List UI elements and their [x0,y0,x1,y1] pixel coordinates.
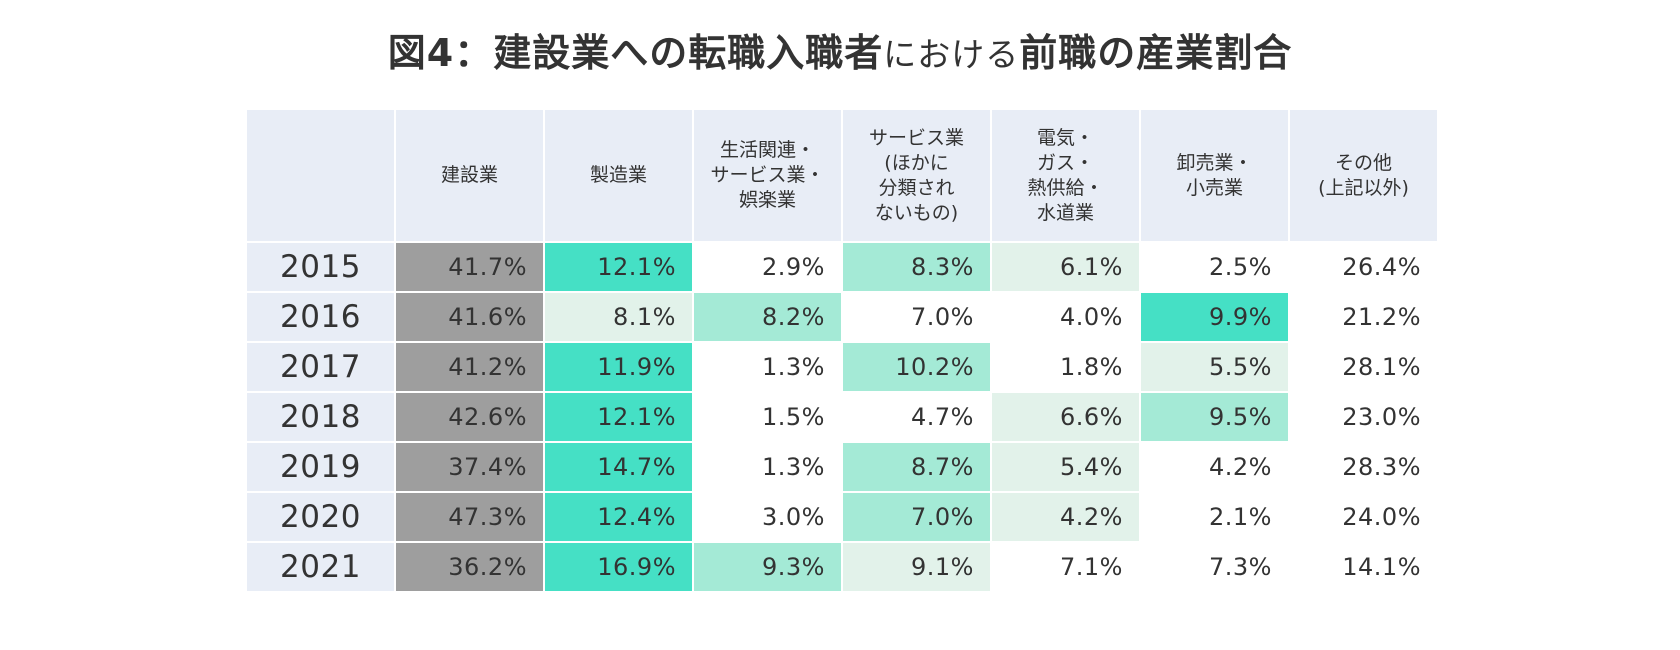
table-cell: 37.4% [394,441,545,493]
table-cell: 28.3% [1288,441,1439,493]
table-cell: 7.0% [841,291,992,343]
table-row: 2021 36.2% 16.9% 9.3% 9.1% 7.1% 7.3% 14.1% [245,541,1439,593]
table-cell: 6.1% [990,241,1141,293]
column-header: サービス業 (ほかに 分類され ないもの) [841,108,992,243]
column-header: 生活関連・ サービス業・ 娯楽業 [692,108,843,243]
table-row: 2015 41.7% 12.1% 2.9% 8.3% 6.1% 2.5% 26.4% [245,241,1439,293]
table-cell: 28.1% [1288,341,1439,393]
table-row: 2017 41.2% 11.9% 1.3% 10.2% 1.8% 5.5% 28.1% [245,341,1439,393]
table-cell: 1.5% [692,391,843,443]
table-cell: 4.2% [1139,441,1290,493]
table-cell: 7.1% [990,541,1141,593]
table-cell: 12.1% [543,241,694,293]
table-cell: 4.7% [841,391,992,443]
row-year-label: 2016 [245,291,396,343]
table-cell: 14.7% [543,441,694,493]
chart-title-end: 前職の産業割合 [1019,31,1293,75]
row-year-label: 2020 [245,491,396,543]
table-cell: 10.2% [841,341,992,393]
table-cell: 23.0% [1288,391,1439,443]
table-cell: 1.3% [692,441,843,493]
table-row: 2020 47.3% 12.4% 3.0% 7.0% 4.2% 2.1% 24.0% [245,491,1439,543]
table-cell: 2.9% [692,241,843,293]
row-year-label: 2019 [245,441,396,493]
table-cell: 12.1% [543,391,694,443]
table-cell: 16.9% [543,541,694,593]
industry-share-table: 建設業 製造業 生活関連・ サービス業・ 娯楽業 サービス業 (ほかに 分類され… [245,108,1439,593]
table-cell: 9.5% [1139,391,1290,443]
table-row: 2016 41.6% 8.1% 8.2% 7.0% 4.0% 9.9% 21.2% [245,291,1439,343]
table-cell: 9.3% [692,541,843,593]
table-cell: 5.4% [990,441,1141,493]
table-cell: 2.5% [1139,241,1290,293]
table-cell: 4.0% [990,291,1141,343]
row-year-label: 2017 [245,341,396,393]
table-cell: 47.3% [394,491,545,543]
table-cell: 21.2% [1288,291,1439,343]
table-cell: 1.8% [990,341,1141,393]
table-cell: 3.0% [692,491,843,543]
table-cell: 7.3% [1139,541,1290,593]
table-body: 2015 41.7% 12.1% 2.9% 8.3% 6.1% 2.5% 26.4% 2016 4… [245,241,1439,593]
table-cell: 2.1% [1139,491,1290,543]
table-cell: 5.5% [1139,341,1290,393]
table-cell: 9.1% [841,541,992,593]
table-cell: 36.2% [394,541,545,593]
table-cell: 4.2% [990,491,1141,543]
header-row: 建設業 製造業 生活関連・ サービス業・ 娯楽業 サービス業 (ほかに 分類され… [245,108,1439,243]
chart-title: 図4：建設業への転職入職者における前職の産業割合 [0,22,1680,77]
column-header: 建設業 [394,108,545,243]
table-cell: 41.6% [394,291,545,343]
table-cell: 9.9% [1139,291,1290,343]
column-header: 電気・ ガス・ 熱供給・ 水道業 [990,108,1141,243]
table-cell: 12.4% [543,491,694,543]
corner-header [245,108,396,243]
column-header: 製造業 [543,108,694,243]
table-row: 2018 42.6% 12.1% 1.5% 4.7% 6.6% 9.5% 23.0% [245,391,1439,443]
row-year-label: 2015 [245,241,396,293]
column-header: 卸売業・ 小売業 [1139,108,1290,243]
chart-title-main: 図4：建設業への転職入職者 [387,31,884,75]
table-cell: 42.6% [394,391,545,443]
table-cell: 8.2% [692,291,843,343]
table-cell: 24.0% [1288,491,1439,543]
table-cell: 41.7% [394,241,545,293]
table-row: 2019 37.4% 14.7% 1.3% 8.7% 5.4% 4.2% 28.3% [245,441,1439,493]
row-year-label: 2021 [245,541,396,593]
table-cell: 41.2% [394,341,545,393]
table-cell: 7.0% [841,491,992,543]
table-cell: 14.1% [1288,541,1439,593]
table-cell: 26.4% [1288,241,1439,293]
table-cell: 8.1% [543,291,694,343]
chart-title-mid: における [883,35,1020,74]
column-header: その他 (上記以外) [1288,108,1439,243]
table-cell: 8.3% [841,241,992,293]
table-cell: 8.7% [841,441,992,493]
row-year-label: 2018 [245,391,396,443]
table-cell: 11.9% [543,341,694,393]
table-cell: 6.6% [990,391,1141,443]
table-cell: 1.3% [692,341,843,393]
